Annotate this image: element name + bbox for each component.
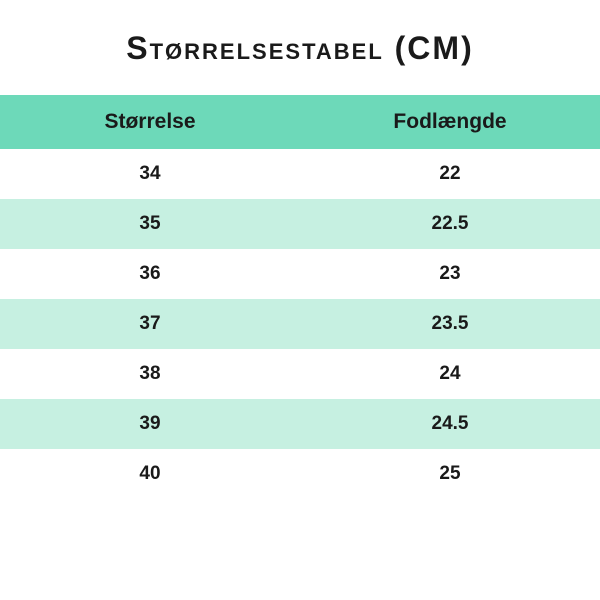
table-row: 4025: [0, 449, 600, 499]
table-row: 3522.5: [0, 199, 600, 249]
table-cell: 23.5: [300, 313, 600, 335]
column-header: Fodlængde: [300, 110, 600, 134]
table-row: 3422: [0, 149, 600, 199]
table-cell: 38: [0, 363, 300, 385]
table-cell: 36: [0, 263, 300, 285]
table-cell: 40: [0, 463, 300, 485]
table-cell: 23: [300, 263, 600, 285]
page-title: Størrelsestabel (CM): [126, 30, 473, 67]
table-row: 3623: [0, 249, 600, 299]
column-header: Størrelse: [0, 110, 300, 134]
table-cell: 22.5: [300, 213, 600, 235]
table-cell: 39: [0, 413, 300, 435]
table-row: 3723.5: [0, 299, 600, 349]
table-cell: 37: [0, 313, 300, 335]
table-cell: 22: [300, 163, 600, 185]
table-cell: 35: [0, 213, 300, 235]
table-cell: 24.5: [300, 413, 600, 435]
table-row: 3924.5: [0, 399, 600, 449]
table-row: 3824: [0, 349, 600, 399]
table-cell: 25: [300, 463, 600, 485]
size-table: StørrelseFodlængde 34223522.536233723.53…: [0, 95, 600, 499]
table-cell: 34: [0, 163, 300, 185]
table-header-row: StørrelseFodlængde: [0, 95, 600, 149]
table-cell: 24: [300, 363, 600, 385]
